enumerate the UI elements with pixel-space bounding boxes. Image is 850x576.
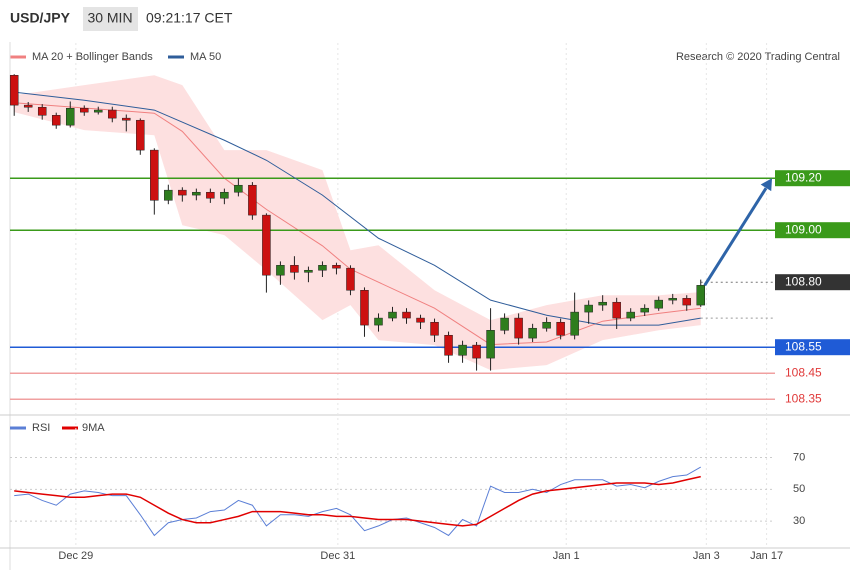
candle-body xyxy=(444,334,453,356)
candle-body xyxy=(164,189,173,201)
candle-body xyxy=(654,299,663,309)
candle-body xyxy=(598,301,607,306)
candle-body xyxy=(528,327,537,339)
candle-body xyxy=(360,290,369,326)
candle-body xyxy=(51,115,61,126)
candle-body xyxy=(108,109,117,119)
candle-body xyxy=(304,269,313,273)
x-tick-label: Jan 1 xyxy=(553,550,580,562)
candle-body xyxy=(374,317,383,326)
level-label: 108.35 xyxy=(785,391,822,405)
candle-body xyxy=(80,108,89,113)
legend-label: RSI xyxy=(32,422,50,434)
candle-body xyxy=(584,304,593,313)
level-label-box xyxy=(775,170,850,187)
legend-label: 9MA xyxy=(82,422,105,434)
level-label: 108.45 xyxy=(785,365,822,379)
candle-body xyxy=(65,108,75,126)
legend-label: MA 50 xyxy=(190,51,221,63)
rsi-tick-label: 50 xyxy=(793,483,805,495)
candle-body xyxy=(122,117,131,121)
rsi-tick-label: 30 xyxy=(793,515,805,527)
interval: 30 MIN xyxy=(87,10,132,26)
rsi-line xyxy=(14,466,701,537)
candle-body xyxy=(248,184,257,216)
legend-label: MA 20 + Bollinger Bands xyxy=(32,51,153,63)
candle-body xyxy=(472,344,481,359)
x-tick-label: Dec 29 xyxy=(58,550,93,562)
candle-body xyxy=(514,317,523,339)
level-label-box xyxy=(775,222,850,239)
forecast-arrow xyxy=(703,187,768,287)
candle-body xyxy=(612,301,621,319)
candle-body xyxy=(206,191,215,199)
candle-body xyxy=(682,298,691,306)
candle-body xyxy=(290,265,299,273)
x-tick-label: Dec 31 xyxy=(320,550,355,562)
interval-box xyxy=(83,7,138,31)
level-label: 108.80 xyxy=(785,274,822,288)
candle-body xyxy=(668,298,677,301)
rsi-line xyxy=(14,475,701,527)
candle-body xyxy=(150,149,159,201)
bollinger-band xyxy=(14,75,701,371)
level-label-box xyxy=(775,339,850,356)
forecast-arrowhead xyxy=(760,178,772,192)
level-label-box xyxy=(775,274,850,291)
candle-body xyxy=(500,317,509,331)
candle-body xyxy=(542,321,551,329)
candle-body xyxy=(37,106,47,116)
candle-body xyxy=(626,311,635,319)
level-label: 108.55 xyxy=(785,339,822,353)
candle-body xyxy=(94,109,103,113)
candle-body xyxy=(416,317,425,323)
candle-body xyxy=(262,214,271,276)
candle-body xyxy=(136,119,145,151)
source: Research © 2020 Trading Central xyxy=(676,51,840,63)
candle-body xyxy=(696,285,705,306)
candle-body xyxy=(234,184,243,193)
candle-body xyxy=(430,321,439,336)
candle-body xyxy=(220,191,229,199)
candle-body xyxy=(276,265,285,276)
symbol: USD/JPY xyxy=(10,10,71,26)
candle-body xyxy=(332,265,341,269)
candle-body xyxy=(486,330,495,359)
candle-body xyxy=(388,311,397,319)
candle-body xyxy=(640,307,649,313)
candle-body xyxy=(23,104,33,108)
ma50-line xyxy=(14,91,701,326)
candle-body xyxy=(570,311,579,336)
level-label: 109.00 xyxy=(785,222,822,236)
candle-body xyxy=(318,265,327,271)
x-tick-label: Jan 3 xyxy=(693,550,720,562)
time: 09:21:17 CET xyxy=(146,10,233,26)
candle-body xyxy=(192,191,201,196)
candle-body xyxy=(346,267,355,291)
level-label: 109.20 xyxy=(785,170,822,184)
candle-body xyxy=(9,74,19,106)
rsi-tick-label: 70 xyxy=(793,451,805,463)
candle-body xyxy=(458,344,467,356)
candle-body xyxy=(178,189,187,196)
candle-body xyxy=(402,311,411,319)
x-tick-label: Jan 17 xyxy=(750,550,783,562)
candle-body xyxy=(556,321,565,336)
